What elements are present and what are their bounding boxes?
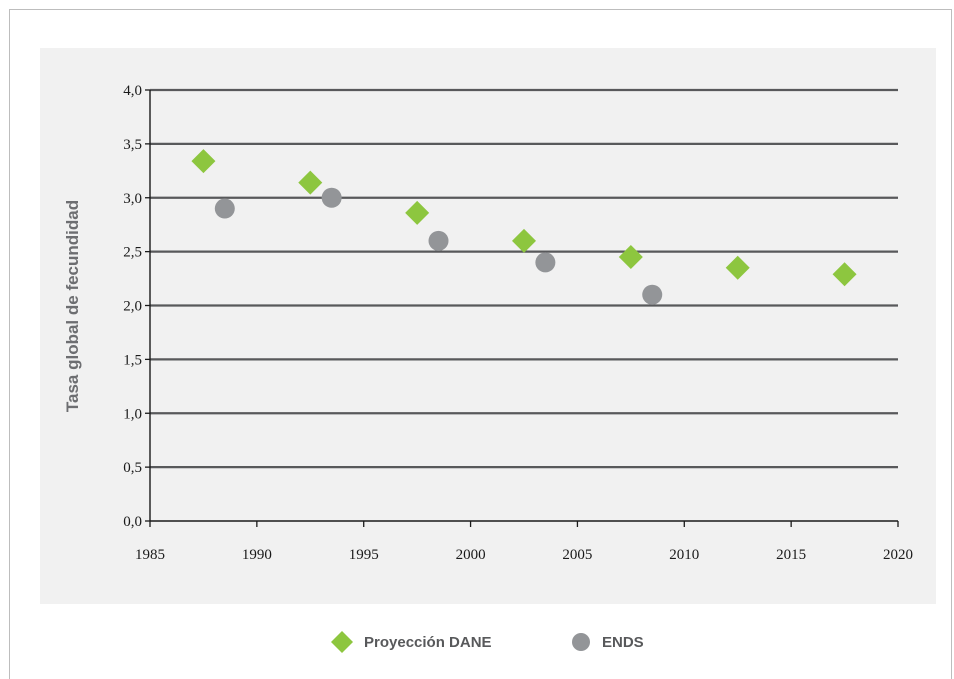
data-points: [191, 149, 857, 305]
x-tick-label: 1995: [349, 547, 379, 563]
x-tick-labels: 1985 1990 1995 2000 2005 2010 2015 2020: [135, 547, 913, 563]
legend-marker-diamond-icon: [330, 630, 354, 654]
x-tick-label: 2015: [776, 547, 806, 563]
y-tick-label: 2,5: [123, 245, 142, 261]
point-ends: [642, 284, 663, 305]
y-tick-label: 3,0: [123, 191, 142, 207]
point-ends: [428, 230, 449, 251]
x-tick-label: 2020: [883, 547, 913, 563]
x-tick-label: 2005: [562, 547, 592, 563]
point-proyeccion-dane: [725, 255, 750, 280]
y-tick-label: 0,5: [123, 460, 142, 476]
x-tick-label: 1985: [135, 547, 165, 563]
plot-background: [40, 48, 936, 604]
point-ends: [535, 252, 556, 273]
y-tick-label: 3,5: [123, 137, 142, 153]
point-proyeccion-dane: [618, 245, 643, 270]
y-tick-label: 1,0: [123, 406, 142, 422]
legend-marker-circle-icon: [570, 631, 592, 653]
legend-label: ENDS: [602, 633, 644, 651]
point-proyeccion-dane: [191, 149, 216, 174]
x-tick-label: 2000: [456, 547, 486, 563]
y-tick-label: 4,0: [123, 83, 142, 99]
point-ends: [321, 187, 342, 208]
point-ends: [214, 198, 235, 219]
point-proyeccion-dane: [298, 170, 323, 195]
y-tick-label: 2,0: [123, 299, 142, 315]
y-tick-labels: 0,0 0,5 1,0 1,5 2,0 2,5 3,0 3,5 4,0: [123, 83, 142, 530]
chart-frame: [9, 9, 952, 679]
y-tick-label: 0,0: [123, 514, 142, 530]
y-tick-label: 1,5: [123, 352, 142, 368]
legend-label: Proyección DANE: [364, 633, 492, 651]
point-proyeccion-dane: [832, 262, 857, 287]
point-proyeccion-dane: [512, 228, 536, 253]
legend-item-proyeccion-dane: Proyección DANE: [330, 624, 492, 660]
x-tick-label: 2010: [669, 547, 699, 563]
grid-lines: [150, 88, 898, 469]
legend: Proyección DANE ENDS: [0, 624, 954, 660]
x-tick-label: 1990: [242, 547, 272, 563]
axes: [145, 89, 899, 527]
point-proyeccion-dane: [405, 200, 430, 225]
y-axis-label: Tasa global de fecundidad: [63, 200, 82, 412]
legend-item-ends: ENDS: [570, 624, 644, 660]
